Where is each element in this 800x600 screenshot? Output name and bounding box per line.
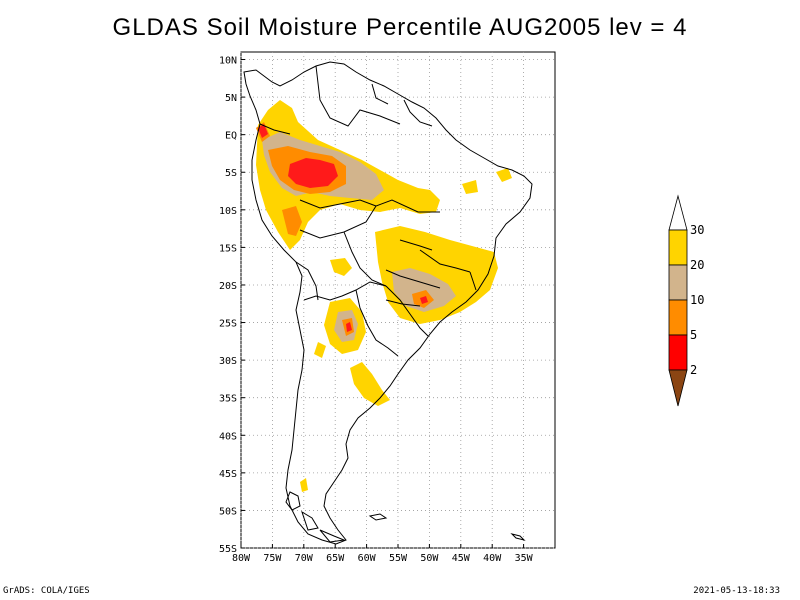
percentile-shading xyxy=(256,100,512,492)
legend-label-5: 5 xyxy=(690,328,697,342)
lat-tick-label: 5S xyxy=(225,168,237,179)
legend-label-10: 10 xyxy=(690,293,704,307)
legend-10-20 xyxy=(668,264,688,301)
lat-tick-label: 10N xyxy=(219,56,237,67)
lon-tick-label: 35W xyxy=(515,553,534,564)
lon-tick-label: 60W xyxy=(358,553,377,564)
lat-tick-label: 45S xyxy=(219,469,237,480)
legend-colorbar: 30 20 10 5 2 xyxy=(668,194,704,407)
legend-below-2 xyxy=(668,369,688,407)
lat-tick-label: 15S xyxy=(219,243,237,254)
lon-tick-label: 70W xyxy=(295,553,314,564)
legend-label-2: 2 xyxy=(690,363,697,377)
latitude-labels: 10N 5N EQ 5S 10S 15S 20S 25S 30S 35S 40S 45S 50S 55S xyxy=(219,56,245,555)
legend-5-10 xyxy=(668,299,688,336)
map-title: GLDAS Soil Moisture Percentile AUG2005 l… xyxy=(112,14,688,41)
legend-label-20: 20 xyxy=(690,258,704,272)
lat-tick-label: 5N xyxy=(225,93,237,104)
lon-tick-label: 80W xyxy=(232,553,251,564)
lat-tick-label: 25S xyxy=(219,319,237,330)
lon-tick-label: 75W xyxy=(263,553,282,564)
lon-tick-label: 40W xyxy=(483,553,502,564)
lat-tick-label: EQ xyxy=(225,131,237,142)
lat-tick-label: 35S xyxy=(219,394,237,405)
longitude-labels: 80W 75W 70W 65W 60W 55W 50W 45W 40W 35W xyxy=(232,544,534,564)
footer-timestamp: 2021-05-13-18:33 xyxy=(693,586,780,596)
lat-tick-label: 30S xyxy=(219,356,237,367)
lon-tick-label: 65W xyxy=(326,553,345,564)
footer-credit: GrADS: COLA/IGES xyxy=(3,586,90,596)
legend-2-5 xyxy=(668,334,688,371)
lon-tick-label: 45W xyxy=(452,553,471,564)
legend-20-30 xyxy=(668,229,688,266)
lat-tick-label: 50S xyxy=(219,506,237,517)
lat-tick-label: 55S xyxy=(219,544,237,555)
lat-tick-label: 20S xyxy=(219,281,237,292)
southern-islands xyxy=(285,491,526,543)
legend-label-30: 30 xyxy=(690,223,704,237)
legend-above-30 xyxy=(668,194,688,231)
lon-tick-label: 55W xyxy=(389,553,408,564)
lat-tick-label: 40S xyxy=(219,431,237,442)
lat-tick-label: 10S xyxy=(219,206,237,217)
lon-tick-label: 50W xyxy=(420,553,439,564)
coastline xyxy=(243,61,533,545)
